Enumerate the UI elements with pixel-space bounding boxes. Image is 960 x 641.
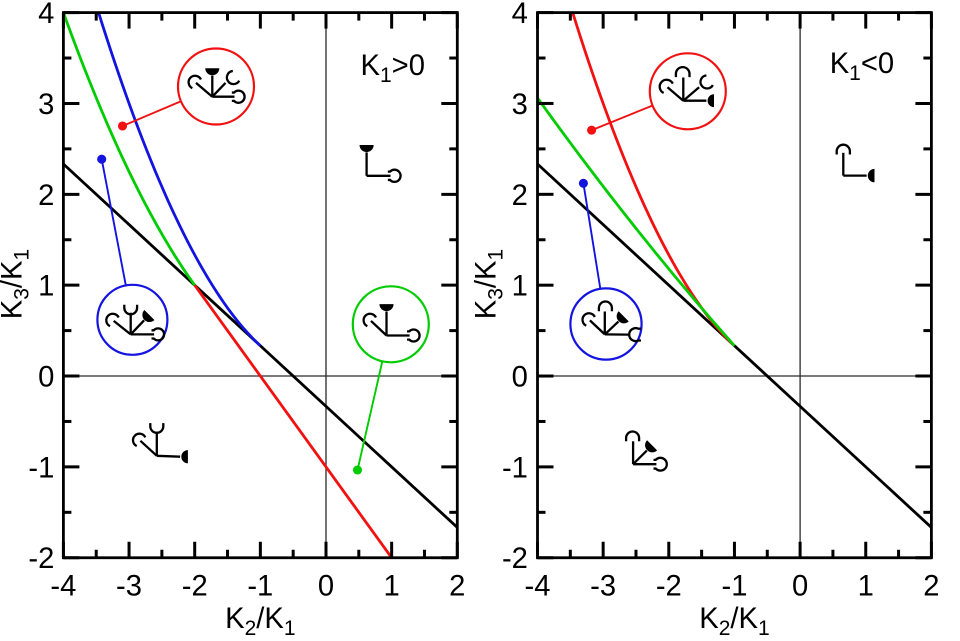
- svg-text:-2: -2: [28, 543, 54, 575]
- svg-text:-4: -4: [525, 570, 551, 602]
- svg-text:K2/K1: K2/K1: [225, 603, 295, 640]
- svg-text:1: 1: [512, 271, 528, 303]
- svg-text:0: 0: [512, 362, 528, 394]
- svg-text:-2: -2: [502, 543, 528, 575]
- svg-text:K2/K1: K2/K1: [699, 603, 769, 640]
- svg-text:K3/K1: K3/K1: [471, 249, 508, 319]
- svg-text:-4: -4: [50, 570, 76, 602]
- svg-text:2: 2: [38, 180, 54, 212]
- svg-text:2: 2: [923, 570, 939, 602]
- svg-text:K1<0: K1<0: [830, 48, 894, 85]
- svg-text:-2: -2: [182, 570, 208, 602]
- svg-text:-1: -1: [502, 452, 528, 484]
- svg-text:-2: -2: [656, 570, 682, 602]
- svg-text:-1: -1: [722, 570, 748, 602]
- svg-text:0: 0: [318, 570, 334, 602]
- svg-text:4: 4: [512, 0, 528, 30]
- svg-text:2: 2: [449, 570, 465, 602]
- svg-text:-3: -3: [116, 570, 142, 602]
- svg-text:-1: -1: [28, 452, 54, 484]
- svg-text:K3/K1: K3/K1: [0, 249, 34, 319]
- svg-text:4: 4: [38, 0, 54, 30]
- svg-text:3: 3: [512, 89, 528, 121]
- svg-text:1: 1: [38, 271, 54, 303]
- svg-text:1: 1: [858, 570, 874, 602]
- svg-text:0: 0: [792, 570, 808, 602]
- svg-text:-1: -1: [247, 570, 273, 602]
- svg-text:3: 3: [38, 89, 54, 121]
- svg-text:1: 1: [383, 570, 399, 602]
- svg-text:2: 2: [512, 180, 528, 212]
- svg-text:K1>0: K1>0: [361, 50, 425, 87]
- svg-text:-3: -3: [590, 570, 616, 602]
- svg-text:0: 0: [38, 362, 54, 394]
